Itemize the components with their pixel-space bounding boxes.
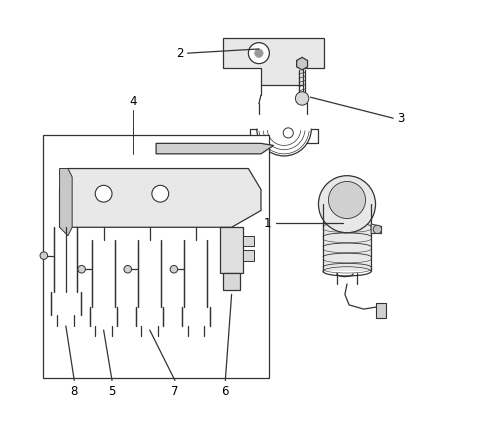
Circle shape <box>295 92 309 105</box>
Circle shape <box>124 266 132 273</box>
Polygon shape <box>298 93 307 104</box>
Bar <box>54 227 77 292</box>
Bar <box>138 240 161 307</box>
Polygon shape <box>60 168 261 227</box>
Text: 6: 6 <box>222 385 229 398</box>
Bar <box>51 292 81 315</box>
Circle shape <box>95 185 112 202</box>
Bar <box>243 250 253 261</box>
Circle shape <box>78 266 85 273</box>
Polygon shape <box>223 38 324 85</box>
Bar <box>184 240 207 307</box>
Text: 8: 8 <box>71 385 78 398</box>
Bar <box>243 236 253 246</box>
Circle shape <box>152 185 168 202</box>
Text: 1: 1 <box>264 216 272 229</box>
Circle shape <box>283 128 293 138</box>
Circle shape <box>255 49 263 57</box>
Bar <box>92 240 115 307</box>
Circle shape <box>373 225 382 234</box>
Bar <box>182 307 210 326</box>
Circle shape <box>170 266 178 273</box>
Polygon shape <box>60 168 72 236</box>
Circle shape <box>40 252 48 259</box>
Bar <box>136 307 163 326</box>
Text: 3: 3 <box>397 112 405 125</box>
Text: 2: 2 <box>176 47 183 60</box>
Bar <box>43 135 269 378</box>
Polygon shape <box>297 57 308 70</box>
Text: 5: 5 <box>108 385 116 398</box>
Bar <box>223 274 240 290</box>
Bar <box>376 303 385 317</box>
Text: 4: 4 <box>129 95 137 108</box>
Polygon shape <box>371 224 382 234</box>
Circle shape <box>328 181 366 218</box>
Bar <box>323 204 371 272</box>
Wedge shape <box>318 176 375 233</box>
Polygon shape <box>156 144 274 154</box>
Circle shape <box>248 43 269 64</box>
Bar <box>220 227 243 274</box>
Text: 7: 7 <box>171 385 179 398</box>
Bar <box>90 307 117 326</box>
